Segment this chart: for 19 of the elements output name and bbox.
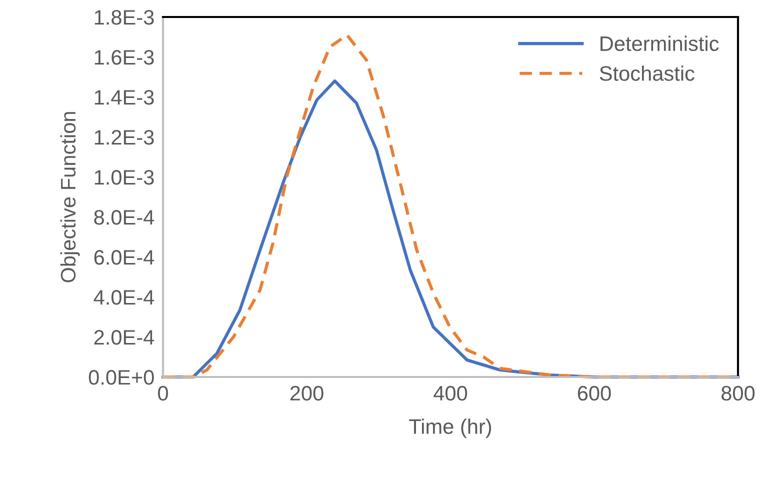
x-tick-label: 0	[158, 386, 168, 401]
y-tick-label: 4.0E-4	[94, 290, 154, 305]
y-tick-label: 8.0E-4	[94, 210, 154, 225]
x-tick-label: 600	[578, 386, 611, 401]
y-tick-label: 6.0E-4	[94, 250, 154, 265]
y-tick-label: 1.6E-3	[94, 50, 154, 65]
y-tick-label: 1.0E-3	[94, 170, 154, 185]
legend-label: Stochastic	[600, 66, 694, 81]
y-tick-label: 1.4E-3	[94, 90, 154, 105]
y-axis-title: Objective Function	[60, 112, 80, 282]
x-tick-label: 800	[722, 386, 755, 401]
legend-label: Deterministic	[600, 36, 719, 52]
y-tick-label: 2.0E-4	[94, 330, 154, 345]
x-tick-label: 400	[434, 386, 468, 401]
y-tick-label: 1.8E-3	[94, 10, 154, 25]
y-tick-label: 0.0E+0	[88, 370, 154, 385]
y-tick-label: 1.2E-3	[94, 130, 154, 145]
x-axis-title: Time (hr)	[409, 418, 492, 438]
x-tick-label: 200	[290, 386, 324, 401]
